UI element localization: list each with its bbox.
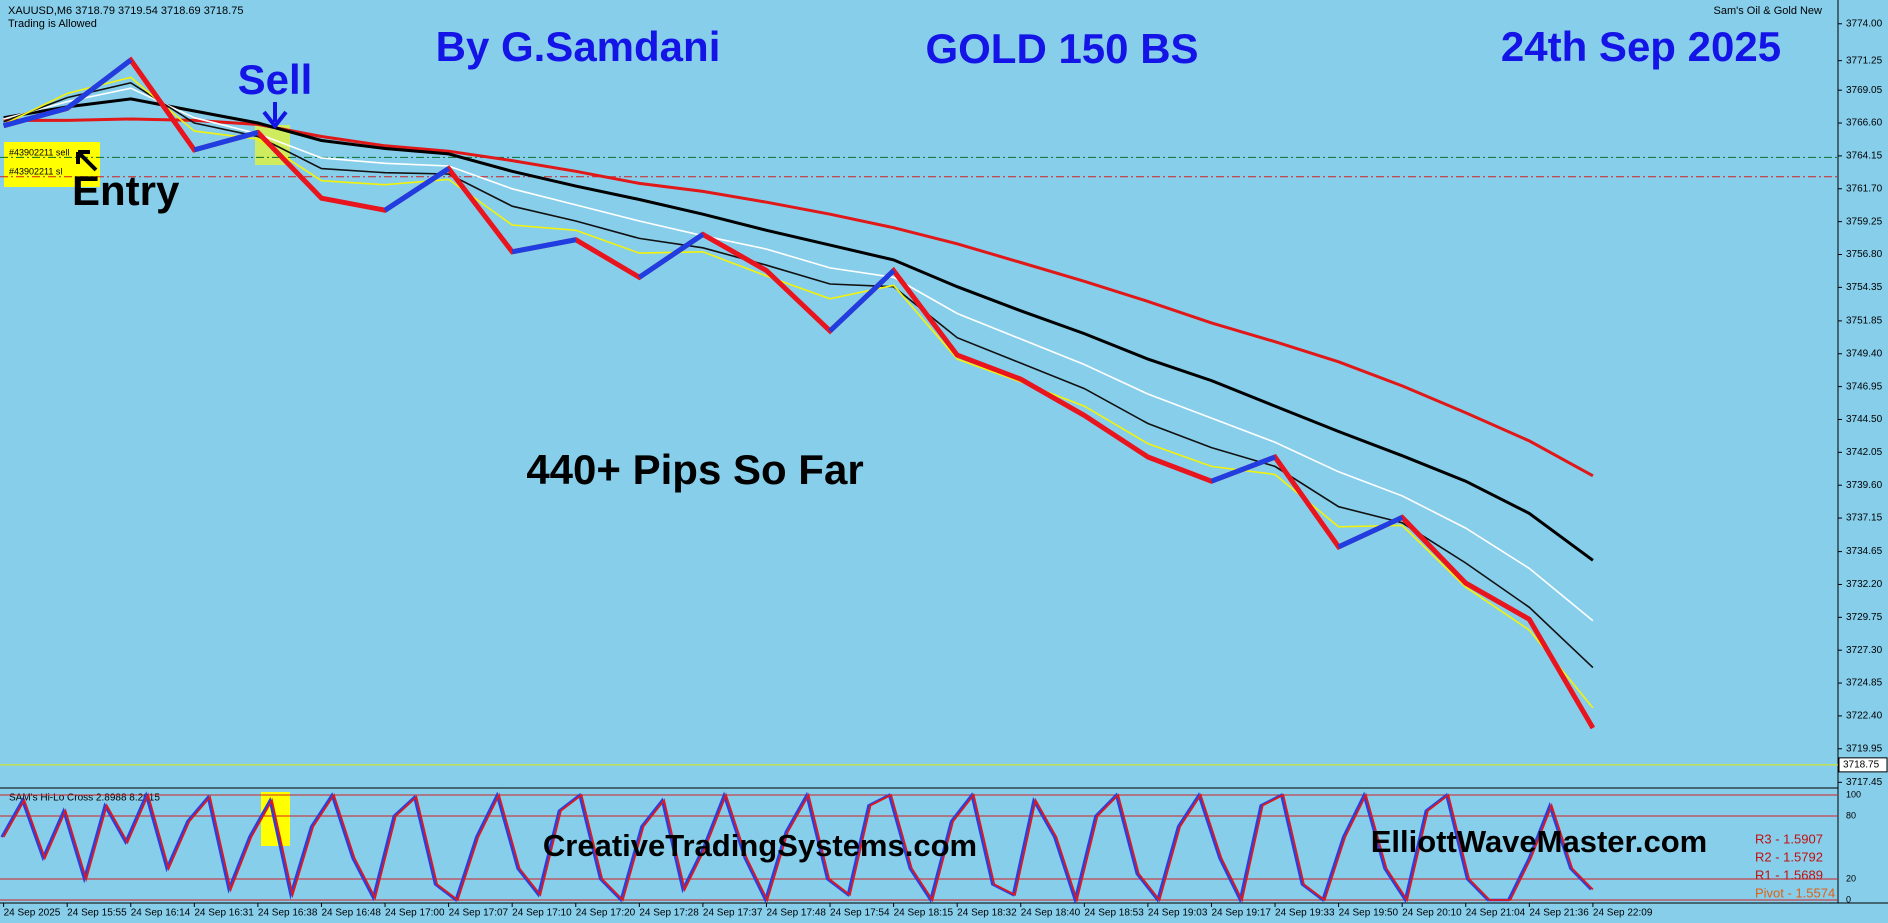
x-tick-label: 24 Sep 19:33 bbox=[1275, 908, 1335, 919]
y-tick-label: 3774.00 bbox=[1846, 18, 1883, 29]
chart-title: GOLD 150 BS bbox=[925, 25, 1198, 72]
pivot-label: R3 - 1.5907 bbox=[1755, 831, 1823, 846]
y-tick-label: 3744.50 bbox=[1846, 414, 1883, 425]
y-tick-label: 3761.70 bbox=[1846, 183, 1883, 194]
x-tick-label: 24 Sep 16:48 bbox=[321, 908, 381, 919]
result-label: 440+ Pips So Far bbox=[526, 446, 863, 493]
x-tick-label: 24 Sep 16:38 bbox=[258, 908, 318, 919]
pivot-label: R2 - 1.5792 bbox=[1755, 849, 1823, 864]
y-tick-label: 3737.15 bbox=[1846, 513, 1883, 524]
y-tick-label: 3742.05 bbox=[1846, 447, 1883, 458]
author: By G.Samdani bbox=[436, 23, 721, 70]
current-price-label: 3718.75 bbox=[1843, 760, 1880, 771]
x-tick-label: 24 Sep 22:09 bbox=[1593, 908, 1653, 919]
x-tick-label: 24 Sep 19:17 bbox=[1211, 908, 1271, 919]
current-price-box bbox=[1838, 757, 1888, 773]
y-tick-label: 3746.95 bbox=[1846, 381, 1883, 392]
price-up-leg bbox=[1210, 454, 1276, 484]
x-tick-label: 24 Sep 17:07 bbox=[449, 908, 509, 919]
y-tick-label: 3719.95 bbox=[1846, 743, 1883, 754]
oscillator-tick-label: 0 bbox=[1846, 894, 1851, 904]
price-up-leg bbox=[511, 237, 577, 255]
pivot-label: R1 - 1.5689 bbox=[1755, 867, 1823, 882]
oscillator-tick-label: 100 bbox=[1846, 789, 1861, 799]
price-up-leg bbox=[2, 105, 68, 129]
x-tick-label: 24 Sep 16:14 bbox=[131, 908, 191, 919]
x-tick-label: 24 Sep 17:54 bbox=[830, 908, 890, 919]
entry-label: Entry bbox=[72, 167, 180, 214]
x-tick-label: 24 Sep 17:48 bbox=[766, 908, 826, 919]
sell-arrow bbox=[262, 102, 288, 130]
x-tick-label: 24 Sep 17:28 bbox=[639, 908, 699, 919]
price-up-leg bbox=[65, 58, 133, 111]
y-tick-label: 3734.65 bbox=[1846, 546, 1883, 557]
oscillator-tick-label: 20 bbox=[1846, 873, 1856, 883]
oscillator-shadow bbox=[0, 791, 1592, 905]
oscillator-name: SAM's Hi-Lo Cross 2.8988 8.2015 bbox=[9, 793, 160, 804]
order-label: #43902211 sl bbox=[9, 166, 62, 176]
x-tick-label: 24 Sep 21:36 bbox=[1529, 908, 1589, 919]
pivot-label: Pivot - 1.5574 bbox=[1755, 885, 1835, 900]
y-tick-label: 3732.20 bbox=[1846, 579, 1883, 590]
x-tick-label: 24 Sep 17:00 bbox=[385, 908, 445, 919]
x-tick-label: 24 Sep 17:37 bbox=[703, 908, 763, 919]
x-tick-label: 24 Sep 19:03 bbox=[1148, 908, 1208, 919]
y-tick-label: 3724.85 bbox=[1846, 678, 1883, 689]
price-up-leg bbox=[637, 232, 705, 280]
oscillator-tick-label: 80 bbox=[1846, 810, 1856, 820]
y-tick-label: 3754.35 bbox=[1846, 282, 1883, 293]
y-tick-label: 3722.40 bbox=[1846, 711, 1883, 722]
y-tick-label: 3769.05 bbox=[1846, 85, 1883, 96]
x-tick-label: 24 Sep 16:31 bbox=[194, 908, 254, 919]
entry-box bbox=[4, 142, 100, 187]
website-left: CreativeTradingSystems.com bbox=[543, 828, 977, 863]
y-tick-label: 3727.30 bbox=[1846, 645, 1883, 656]
y-tick-label: 3766.60 bbox=[1846, 118, 1883, 129]
oscillator-line bbox=[2, 792, 1594, 904]
x-tick-label: 24 Sep 18:15 bbox=[894, 908, 954, 919]
y-tick-label: 3739.60 bbox=[1846, 480, 1883, 491]
moving-average bbox=[3, 87, 1594, 622]
x-tick-label: 24 Sep 18:32 bbox=[957, 908, 1017, 919]
date: 24th Sep 2025 bbox=[1501, 23, 1781, 70]
order-label: #43902211 sell bbox=[9, 147, 69, 157]
website-right: ElliottWaveMaster.com bbox=[1371, 824, 1708, 859]
price-up-leg bbox=[828, 268, 896, 333]
y-tick-label: 3751.85 bbox=[1846, 316, 1883, 327]
y-tick-label: 3771.25 bbox=[1846, 55, 1883, 66]
x-tick-label: 24 Sep 18:53 bbox=[1084, 908, 1144, 919]
y-tick-label: 3749.40 bbox=[1846, 348, 1883, 359]
moving-average bbox=[3, 97, 1594, 562]
x-tick-label: 24 Sep 17:20 bbox=[576, 908, 636, 919]
price-line bbox=[2, 56, 1596, 730]
x-tick-label: 24 Sep 2025 bbox=[4, 908, 61, 919]
price-up-leg bbox=[193, 130, 259, 153]
y-tick-label: 3764.15 bbox=[1846, 151, 1883, 162]
symbol-header: XAUUSD,M6 3718.79 3719.54 3718.69 3718.7… bbox=[8, 5, 243, 17]
x-tick-label: 24 Sep 18:40 bbox=[1021, 908, 1081, 919]
price-up-leg bbox=[383, 166, 450, 213]
y-tick-label: 3756.80 bbox=[1846, 249, 1883, 260]
sell-label: Sell bbox=[238, 56, 313, 103]
entry-arrow bbox=[76, 150, 98, 172]
trading-status: Trading is Allowed bbox=[8, 18, 97, 30]
y-tick-label: 3759.25 bbox=[1846, 216, 1883, 227]
price-up-leg bbox=[1337, 515, 1404, 550]
y-tick-label: 3729.75 bbox=[1846, 612, 1883, 623]
x-tick-label: 24 Sep 19:50 bbox=[1339, 908, 1399, 919]
x-tick-label: 24 Sep 15:55 bbox=[67, 908, 127, 919]
x-tick-label: 24 Sep 20:10 bbox=[1402, 908, 1462, 919]
y-tick-label: 3717.45 bbox=[1846, 777, 1883, 788]
x-tick-label: 24 Sep 17:10 bbox=[512, 908, 572, 919]
x-tick-label: 24 Sep 21:04 bbox=[1466, 908, 1526, 919]
indicator-title: Sam's Oil & Gold New bbox=[1714, 5, 1823, 17]
